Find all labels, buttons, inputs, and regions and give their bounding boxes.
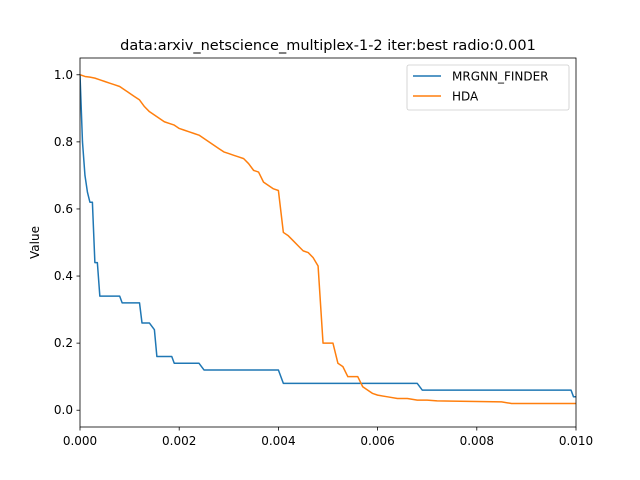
x-tick-label: 0.010	[559, 434, 593, 448]
x-tick-label: 0.000	[63, 434, 97, 448]
y-tick-label: 0.0	[54, 403, 73, 417]
x-axis: 0.000 0.002 0.004 0.006 0.008 0.010	[63, 427, 593, 448]
plot-lines	[80, 74, 576, 405]
series-line-mrgnn-finder	[80, 74, 576, 398]
y-axis: 0.0 0.2 0.4 0.6 0.8 1.0	[54, 68, 80, 417]
x-tick-label: 0.008	[460, 434, 494, 448]
y-tick-label: 0.8	[54, 135, 73, 149]
plot-frame	[79, 57, 577, 428]
series-line-hda	[80, 74, 576, 405]
legend-entry-label: MRGNN_FINDER	[452, 70, 549, 84]
legend-entry-label: HDA	[452, 90, 479, 104]
y-tick-label: 1.0	[54, 68, 73, 82]
legend-box	[406, 64, 570, 111]
y-tick-label: 0.4	[54, 269, 73, 283]
x-tick-label: 0.006	[360, 434, 394, 448]
chart-title: data:arxiv_netscience_multiplex-1-2 iter…	[120, 38, 536, 54]
y-tick-label: 0.6	[54, 202, 73, 216]
x-tick-label: 0.002	[162, 434, 196, 448]
y-tick-label: 0.2	[54, 336, 73, 350]
x-tick-label: 0.004	[261, 434, 295, 448]
y-axis-label: Value	[28, 226, 42, 259]
legend: MRGNN_FINDER HDA	[406, 64, 570, 111]
